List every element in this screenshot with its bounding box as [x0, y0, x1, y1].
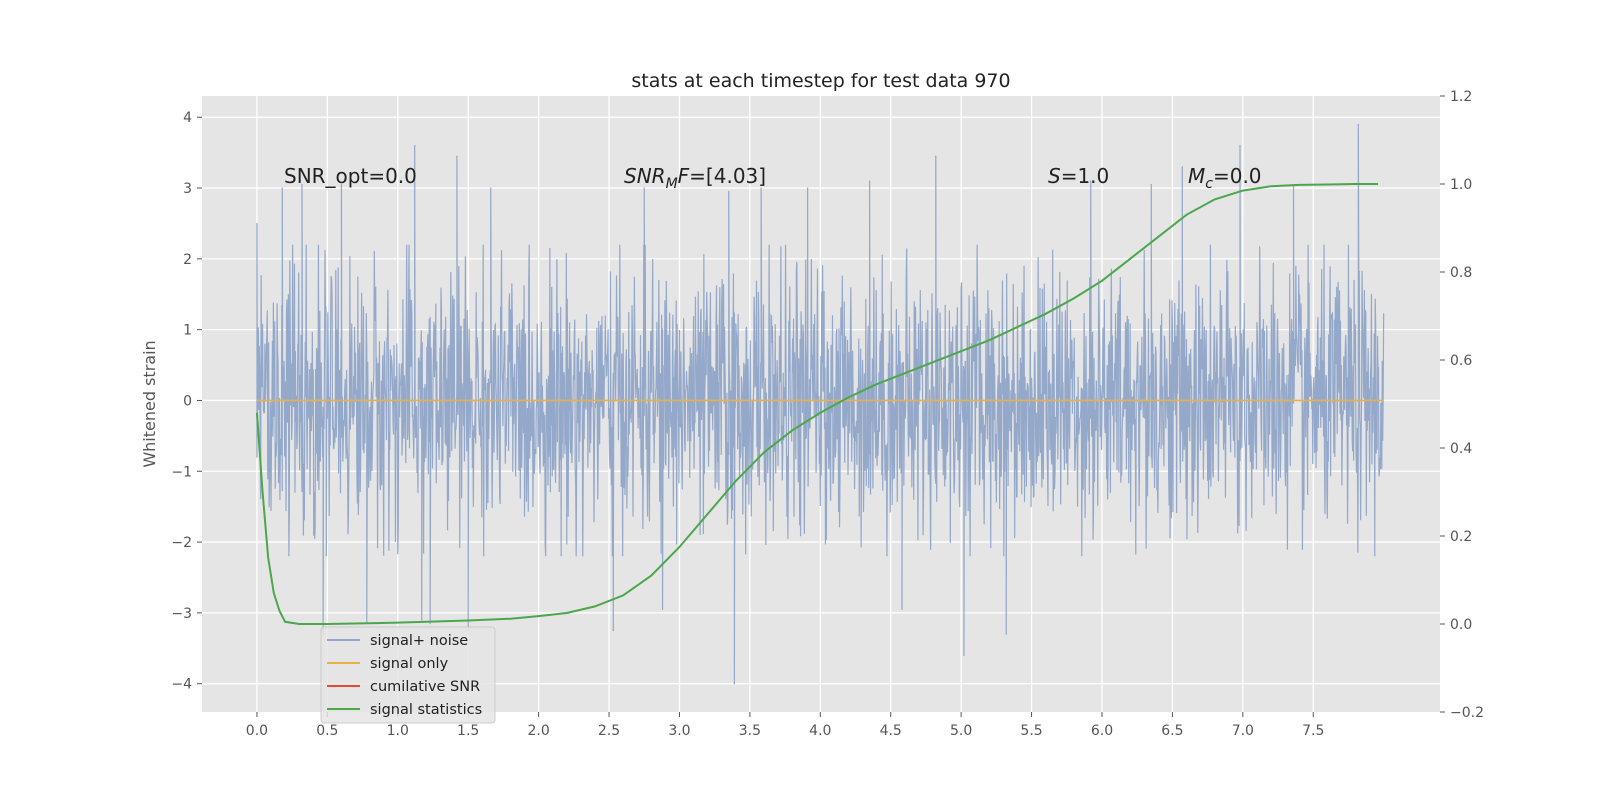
x-tick-label: 3.5: [739, 723, 761, 739]
annotation-s-symbol: S: [1048, 164, 1061, 188]
y2-tick-label: −0.2: [1450, 705, 1484, 721]
peak-point: [1005, 633, 1007, 635]
peak-point: [490, 187, 492, 189]
peak-point: [414, 144, 416, 147]
annotation-mc-subscript: c: [1205, 176, 1213, 192]
y-tick-label: −2: [171, 535, 192, 551]
legend: signal+ noise signal only cumilative SNR si…: [320, 626, 496, 724]
y-axis-label: Whitened strain: [140, 340, 159, 467]
peak-point: [1150, 183, 1152, 186]
peak-point: [340, 183, 343, 186]
legend-label: signal statistics: [370, 702, 482, 718]
peak-point: [456, 155, 458, 157]
peak-point: [281, 187, 283, 189]
annotation-snr-mf-symbol: SNR: [624, 164, 666, 188]
peak-point: [935, 155, 937, 157]
annotation-mc-value: =0.0: [1213, 164, 1262, 188]
peak-point: [661, 608, 664, 610]
peak-point: [1181, 166, 1183, 168]
x-tick-label: 5.0: [950, 723, 972, 739]
y2-tick-label: 0.8: [1450, 265, 1472, 281]
y2-tick-label: 0.2: [1450, 529, 1472, 545]
annotation-snr-mf-subscript: M: [666, 176, 678, 192]
y-tick-label: −3: [171, 606, 192, 622]
x-tick-label: 2.0: [527, 723, 549, 739]
annotation-mc-symbol: M: [1188, 164, 1205, 188]
y2-tick-label: 0.4: [1450, 441, 1472, 457]
peak-point: [643, 187, 645, 189]
y-axis-left: −4 −3 −2 −1 0 1 2 3 4: [171, 110, 202, 693]
peak-point: [301, 183, 303, 186]
x-tick-label: 2.5: [598, 723, 620, 739]
series-line-signal-statistics: [255, 183, 1379, 625]
peak-point: [1239, 144, 1241, 147]
y2-tick-label: 0.6: [1450, 353, 1472, 369]
x-tick-label: 6.0: [1091, 723, 1113, 739]
y-tick-label: 3: [183, 181, 192, 197]
x-tick-label: 1.0: [387, 723, 409, 739]
peak-point: [1090, 180, 1092, 182]
peak-point: [1357, 123, 1359, 125]
x-tick-label: 1.5: [457, 723, 479, 739]
peak-point: [901, 608, 903, 610]
peak-point: [612, 629, 614, 632]
y-tick-label: 2: [183, 252, 192, 268]
y-tick-label: −4: [171, 677, 192, 693]
x-tick-label: 6.5: [1161, 723, 1183, 739]
x-tick-label: 0.5: [316, 723, 338, 739]
peak-point: [429, 622, 431, 625]
peak-point: [760, 187, 762, 189]
y-axis-right: −0.2 0.0 0.2 0.4 0.6 0.8 1.0 1.2: [1440, 89, 1484, 721]
x-tick-label: 7.0: [1232, 723, 1254, 739]
peak-point: [963, 654, 965, 656]
x-tick-label: 4.0: [809, 723, 831, 739]
y-tick-label: 0: [183, 393, 192, 409]
peak-point: [868, 180, 871, 182]
annotation-snr-opt: SNR_opt=0.0: [284, 164, 417, 188]
y2-tick-label: 1.2: [1450, 89, 1472, 105]
peak-point: [728, 190, 730, 193]
x-tick-label: 4.5: [880, 723, 902, 739]
y2-tick-label: 1.0: [1450, 177, 1472, 193]
x-tick-label: 5.5: [1020, 723, 1042, 739]
peak-point: [807, 187, 809, 189]
series-layer: [255, 123, 1385, 685]
chart-title: stats at each timestep for test data 970: [631, 70, 1010, 92]
legend-label: cumilative SNR: [370, 679, 480, 695]
annotation-s: S=1.0: [1048, 164, 1109, 188]
annotation-mc: Mc=0.0: [1188, 164, 1262, 192]
annotation-snr-mf: SNRMF=[4.03]: [624, 164, 766, 192]
annotation-snr-mf-symbol2: F: [678, 164, 690, 188]
series-line-signal-noise: [256, 124, 1385, 684]
legend-box: [320, 626, 496, 724]
y2-tick-label: 0.0: [1450, 617, 1472, 633]
x-tick-label: 7.5: [1302, 723, 1324, 739]
annotation-snr-mf-value: =[4.03]: [689, 164, 766, 188]
peak-point: [256, 222, 258, 225]
x-tick-label: 3.0: [668, 723, 690, 739]
legend-label: signal+ noise: [370, 633, 468, 649]
y-tick-label: 1: [183, 323, 192, 339]
y-tick-label: −1: [171, 464, 192, 480]
legend-label: signal only: [370, 656, 449, 672]
x-tick-label: 0.0: [246, 723, 268, 739]
peak-point: [733, 683, 735, 685]
peak-point: [421, 619, 423, 621]
annotation-s-value: =1.0: [1061, 164, 1110, 188]
x-axis: 0.0 0.5 1.0 1.5 2.0 2.5 3.0 3.5 4.0 4.5 5.0 5.5 6.0 6…: [246, 712, 1324, 739]
y-tick-label: 4: [183, 110, 192, 126]
